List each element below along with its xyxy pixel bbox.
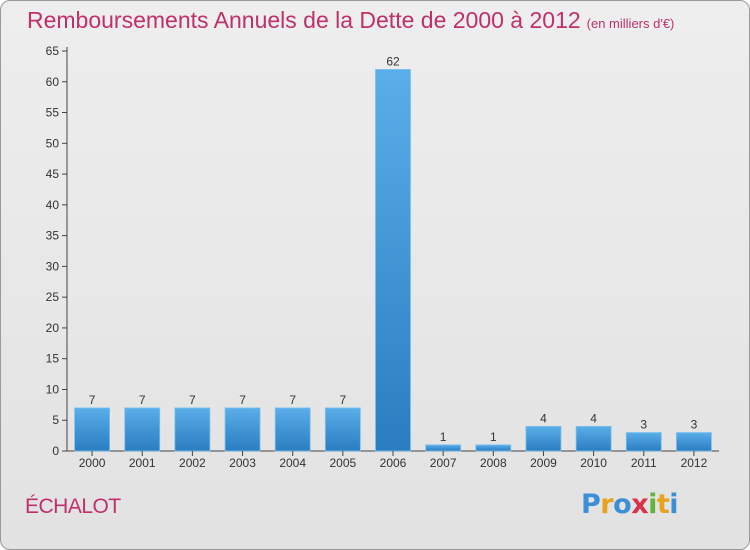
proxiti-logo: Proxiti [581, 489, 679, 520]
logo-letter: P [581, 489, 601, 520]
bar [375, 69, 411, 452]
x-tick-label: 2000 [79, 456, 106, 470]
bar-value-label: 7 [289, 393, 296, 407]
bar-value-label: 1 [490, 430, 497, 444]
logo-letter: i [648, 489, 657, 520]
logo-letter: x [631, 489, 649, 520]
y-tick-label: 15 [46, 352, 60, 366]
x-tick-label: 2008 [480, 456, 507, 470]
bar-value-label: 7 [189, 393, 196, 407]
bar-value-label: 7 [139, 393, 146, 407]
bar-value-label: 3 [640, 418, 647, 432]
bar [625, 432, 662, 452]
bar-value-label: 7 [239, 393, 246, 407]
logo-letter: o [613, 489, 632, 520]
bar-value-label: 62 [386, 54, 400, 68]
y-tick-label: 0 [52, 444, 59, 458]
y-tick-label: 25 [46, 290, 60, 304]
x-tick-label: 2007 [430, 456, 457, 470]
bar-value-label: 7 [89, 393, 96, 407]
bar-value-label: 3 [691, 418, 698, 432]
logo-letter: t [656, 489, 670, 520]
x-tick-label: 2004 [279, 456, 306, 470]
x-tick-label: 2009 [530, 456, 557, 470]
y-tick-label: 10 [46, 382, 60, 396]
bar [74, 407, 110, 452]
bar [124, 407, 161, 452]
y-tick-label: 40 [46, 198, 60, 212]
bar [475, 444, 512, 452]
logo-letter: i [669, 489, 679, 520]
x-tick-label: 2012 [681, 456, 708, 470]
title-text: Remboursements Annuels de la Dette de 20… [27, 7, 581, 33]
bar [324, 407, 361, 452]
place-name: ÉCHALOT [25, 495, 121, 518]
y-tick-label: 30 [46, 259, 60, 273]
x-tick-label: 2002 [179, 456, 206, 470]
y-tick-label: 20 [46, 321, 60, 335]
bar [274, 407, 311, 452]
bar [575, 425, 612, 452]
y-tick-label: 35 [46, 229, 60, 243]
chart-subtitle: (en milliers d'€) [586, 16, 675, 31]
bar [525, 425, 562, 452]
bar [676, 432, 712, 452]
y-tick-label: 60 [46, 75, 60, 89]
y-tick-label: 45 [46, 167, 60, 181]
bar-value-label: 7 [340, 393, 347, 407]
y-tick-label: 50 [46, 136, 60, 150]
bar [224, 407, 261, 452]
x-tick-label: 2005 [329, 456, 356, 470]
y-tick-label: 5 [52, 413, 59, 427]
bar-value-label: 1 [440, 430, 447, 444]
bar-value-label: 4 [590, 411, 597, 425]
y-tick-label: 65 [46, 44, 60, 58]
x-tick-label: 2006 [380, 456, 407, 470]
bar [174, 407, 211, 452]
x-tick-label: 2003 [229, 456, 256, 470]
y-tick-label: 55 [46, 106, 60, 120]
bar-value-label: 4 [540, 411, 547, 425]
chart-title: Remboursements Annuels de la Dette de 20… [27, 7, 674, 34]
x-tick-label: 2010 [580, 456, 607, 470]
x-tick-label: 2011 [631, 456, 657, 470]
logo-letter: r [600, 489, 614, 520]
x-tick-label: 2001 [129, 456, 156, 470]
bar [425, 444, 462, 452]
